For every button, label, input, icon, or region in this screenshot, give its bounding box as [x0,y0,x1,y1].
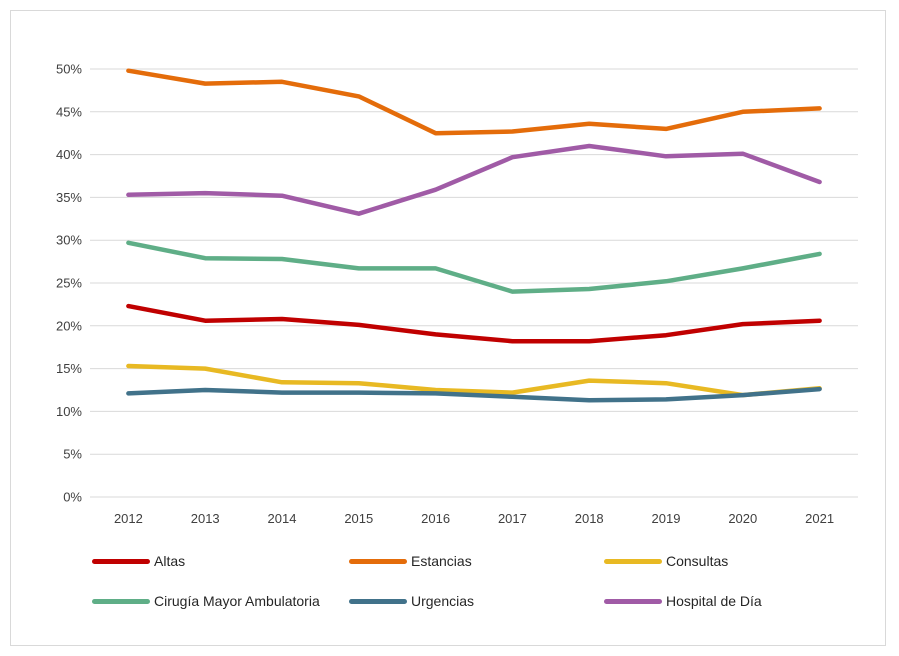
y-tick-label: 50% [56,62,82,77]
y-tick-label: 5% [63,447,82,462]
y-axis-ticks: 0% 5% 10% 15% 20% 25% 30% 35% 40% 45% 50% [56,62,82,505]
x-tick-label: 2020 [728,511,757,526]
x-tick-label: 2019 [652,511,681,526]
gridlines [90,68,858,498]
y-tick-label: 35% [56,190,82,205]
y-tick-label: 0% [63,490,82,505]
series-line-altas [126,303,822,344]
y-tick-label: 10% [56,404,82,419]
x-tick-label: 2017 [498,511,527,526]
x-tick-label: 2013 [191,511,220,526]
x-tick-label: 2012 [114,511,143,526]
x-tick-label: 2015 [344,511,373,526]
chart-frame [10,10,886,646]
series-lines [126,68,822,403]
series-line-consultas [126,363,822,398]
series-line-hospital-de-d-a [126,143,822,216]
y-tick-label: 25% [56,276,82,291]
x-tick-label: 2016 [421,511,450,526]
series-line-cirug-a-mayor-ambulatoria [126,240,822,294]
series-line-estancias [126,68,822,136]
x-axis-ticks: 2012 2013 2014 2015 2016 2017 2018 2019 2020 2021 [114,511,834,526]
y-tick-label: 20% [56,318,82,333]
x-tick-label: 2021 [805,511,834,526]
y-tick-label: 30% [56,233,82,248]
x-tick-label: 2018 [575,511,604,526]
y-tick-label: 45% [56,104,82,119]
series-line-urgencias [126,386,822,403]
y-tick-label: 15% [56,361,82,376]
y-tick-label: 40% [56,147,82,162]
x-tick-label: 2014 [268,511,297,526]
